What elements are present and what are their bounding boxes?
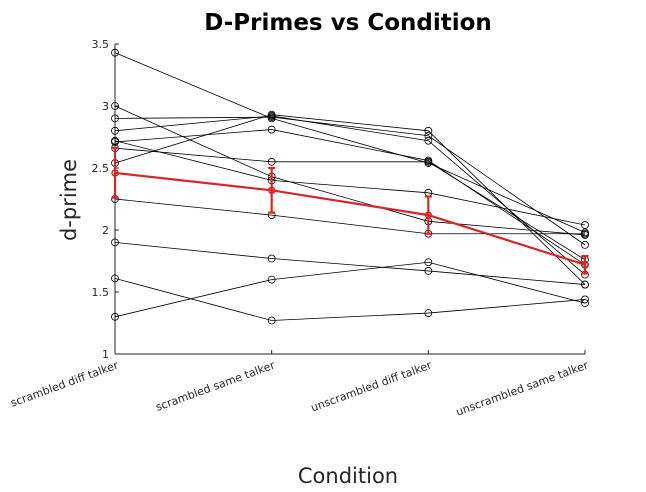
subject-point [111, 312, 119, 321]
subject-line [114, 198, 585, 235]
x-tick-label: unscrambled same talker [454, 358, 590, 418]
subject-point [267, 110, 276, 119]
x-tick-label: scrambled diff talker [9, 358, 121, 409]
subject-line [114, 116, 586, 246]
subject-line [114, 129, 586, 266]
y-tick-label: 3.5 [92, 38, 110, 51]
subject-point [111, 274, 119, 283]
subject-point [581, 229, 589, 238]
y-tick-label: 2 [102, 224, 109, 237]
subject-point [267, 275, 276, 284]
subject-point [581, 221, 589, 229]
subject-point [267, 125, 276, 134]
subject-point [111, 136, 119, 145]
mean-point [424, 211, 433, 219]
subject-point [424, 267, 433, 275]
subject-point [267, 254, 276, 263]
subject-point [267, 157, 276, 166]
subject-line [114, 115, 586, 275]
mean-line [114, 171, 586, 266]
subject-point [424, 309, 433, 317]
mean-point [111, 169, 119, 177]
mean-point [581, 260, 589, 269]
subject-point [424, 157, 433, 166]
subject-point [581, 240, 589, 249]
subject-point [424, 131, 433, 140]
y-tick-label: 1 [102, 348, 109, 361]
subject-line [114, 242, 586, 285]
subject-line [114, 277, 586, 321]
mean-point [267, 186, 276, 195]
subject-point [111, 114, 119, 123]
subject-point [267, 316, 276, 325]
subject-point [581, 299, 589, 308]
y-axis-label: d-prime [57, 159, 81, 241]
x-axis-label: Condition [298, 464, 398, 488]
subject-line [114, 261, 586, 318]
subject-point [111, 126, 119, 135]
subject-line [114, 140, 586, 226]
subject-line [114, 114, 586, 285]
subject-line [114, 105, 586, 236]
chart-title: D-Primes vs Condition [204, 10, 492, 36]
subject-point [424, 126, 433, 135]
subject-point [111, 102, 119, 110]
y-tick-label: 2.5 [92, 162, 110, 175]
y-tick-label: 3 [102, 100, 109, 113]
subject-line [114, 147, 586, 261]
x-tick-label: unscrambled diff talker [309, 358, 434, 414]
subject-line [114, 52, 586, 233]
subject-point [424, 136, 433, 145]
subject-point [111, 48, 119, 57]
subject-point [581, 280, 589, 289]
y-tick-label: 1.5 [92, 286, 110, 299]
plot-area: 1 1.5 2 2.5 3 3.5 scrambled diff talker scrambl… [9, 38, 591, 419]
subject-point [111, 238, 119, 247]
x-tick-label: scrambled same talker [154, 358, 277, 413]
subject-point [424, 258, 433, 267]
